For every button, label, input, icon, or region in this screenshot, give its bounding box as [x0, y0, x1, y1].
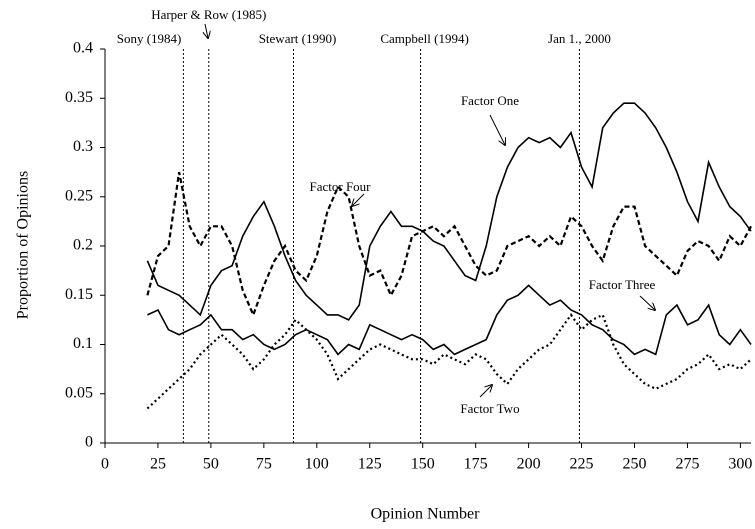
event-label: Jan 1., 2000	[548, 31, 611, 46]
annotation-arrow	[489, 114, 505, 145]
annotation-arrow	[352, 193, 365, 206]
x-tick-label: 225	[570, 456, 594, 473]
y-tick-label: 0.4	[73, 40, 93, 57]
x-tick-label: 275	[675, 456, 699, 473]
x-tick-label: 50	[203, 456, 219, 473]
y-tick-label: 0.25	[65, 187, 93, 204]
y-tick-label: 0.1	[73, 335, 93, 352]
series-annotation: Factor Four	[309, 179, 371, 194]
annotation-arrow	[205, 23, 208, 38]
series-line	[147, 284, 752, 356]
y-tick-label: 0.05	[65, 384, 93, 401]
x-tick-label: 25	[150, 456, 166, 473]
event-label: Harper & Row (1985)	[151, 7, 266, 22]
x-tick-label: 125	[358, 456, 382, 473]
x-tick-label: 300	[728, 456, 752, 473]
x-tick-label: 150	[411, 456, 435, 473]
event-label: Stewart (1990)	[259, 31, 337, 46]
series-annotation: Factor Three	[589, 277, 656, 292]
x-tick-label: 75	[256, 456, 272, 473]
annotation-arrow	[479, 385, 492, 398]
x-tick-label: 100	[305, 456, 329, 473]
y-tick-label: 0.2	[73, 237, 93, 254]
event-label: Sony (1984)	[117, 31, 182, 46]
x-tick-label: 175	[464, 456, 488, 473]
x-tick-label: 0	[101, 456, 109, 473]
series-line	[146, 171, 752, 318]
annotation-arrow	[639, 295, 655, 310]
series-line	[146, 313, 752, 410]
x-tick-label: 200	[517, 456, 541, 473]
series-annotation: Factor Two	[460, 401, 519, 416]
x-axis-label: Opinion Number	[371, 506, 481, 523]
y-axis-label: Proportion of Opinions	[15, 171, 32, 319]
y-tick-label: 0	[85, 434, 93, 451]
y-tick-label: 0.3	[73, 138, 93, 155]
event-label: Campbell (1994)	[380, 31, 468, 46]
x-tick-label: 250	[623, 456, 647, 473]
y-tick-label: 0.35	[65, 89, 93, 106]
series-annotation: Factor One	[461, 93, 519, 108]
series-line	[146, 102, 752, 321]
y-tick-label: 0.15	[65, 286, 93, 303]
